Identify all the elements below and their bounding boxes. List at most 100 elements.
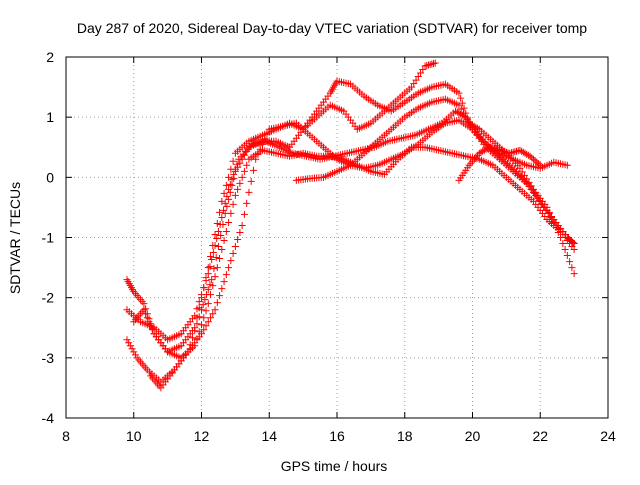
data-point [214, 227, 222, 235]
data-point [421, 62, 429, 70]
data-point [229, 200, 237, 208]
data-point [207, 291, 215, 299]
data-point [216, 292, 224, 300]
data-point [249, 166, 257, 174]
data-point [200, 314, 208, 322]
x-tick-label: 14 [261, 428, 277, 444]
data-point [140, 300, 148, 308]
data-point [211, 306, 219, 314]
data-point [213, 299, 221, 307]
series-track-7 [455, 143, 544, 184]
y-tick-label: -4 [42, 410, 55, 426]
data-point [234, 236, 242, 244]
data-point [455, 101, 463, 109]
data-point [236, 228, 244, 236]
x-tick-label: 20 [465, 428, 481, 444]
data-point [222, 227, 230, 235]
data-point [410, 80, 418, 88]
y-tick-label: 1 [46, 109, 54, 125]
data-point [563, 252, 571, 260]
data-point [501, 148, 509, 156]
data-point [225, 185, 233, 193]
data-point [240, 167, 248, 175]
data-point [218, 285, 226, 293]
data-point [193, 320, 201, 328]
data-point [507, 149, 515, 157]
x-tick-label: 22 [532, 428, 548, 444]
data-point [188, 334, 196, 342]
data-point [218, 213, 226, 221]
data-point [198, 330, 205, 338]
data-point [201, 296, 209, 304]
y-tick-label: 2 [46, 49, 54, 65]
series-track-6 [292, 95, 578, 248]
data-point [223, 202, 231, 210]
data-point [516, 164, 524, 172]
data-point [227, 209, 235, 217]
data-point [198, 291, 205, 299]
data-point [198, 321, 205, 329]
y-tick-label: -2 [42, 290, 55, 306]
data-point [412, 76, 420, 84]
data-point [408, 83, 416, 91]
data-point [198, 306, 205, 314]
data-point [238, 173, 246, 181]
data-point [204, 286, 212, 294]
data-point [252, 155, 260, 163]
data-point [202, 277, 210, 285]
data-point [128, 345, 136, 353]
data-point [417, 69, 425, 77]
data-point [569, 239, 577, 247]
data-point [202, 322, 210, 330]
data-point [211, 242, 219, 250]
data-point [426, 61, 434, 69]
data-point [511, 148, 519, 156]
data-point [218, 246, 226, 254]
data-point [487, 144, 495, 152]
data-point [568, 264, 576, 272]
data-point [217, 231, 225, 239]
data-point [226, 180, 234, 188]
data-point [209, 249, 217, 257]
data-point [143, 314, 151, 322]
data-point [200, 326, 208, 334]
data-point [208, 276, 216, 284]
data-point [216, 255, 224, 263]
data-point [559, 240, 567, 248]
data-point [147, 322, 155, 330]
data-points [123, 59, 578, 392]
data-point [528, 154, 536, 162]
data-point [457, 94, 465, 102]
data-point [535, 160, 543, 168]
data-point [460, 112, 468, 120]
data-point [485, 143, 493, 151]
x-tick-label: 24 [600, 428, 616, 444]
data-point [236, 179, 244, 187]
data-point [570, 246, 578, 254]
data-point [459, 109, 467, 117]
data-point [220, 237, 228, 245]
data-point [231, 243, 239, 251]
chart-title: Day 287 of 2020, Sidereal Day-to-day VTE… [77, 20, 587, 36]
data-point [210, 265, 218, 273]
series-track-3 [123, 107, 578, 344]
data-point [428, 60, 436, 68]
data-point [430, 60, 438, 68]
x-tick-label: 8 [62, 428, 70, 444]
data-point [502, 148, 510, 156]
data-point [455, 89, 463, 97]
axis-ticks [65, 56, 609, 419]
data-point [213, 264, 221, 272]
data-point [474, 124, 482, 132]
y-tick-label: -3 [42, 350, 55, 366]
data-point [497, 147, 505, 155]
data-point [216, 208, 224, 216]
data-point [204, 300, 212, 308]
x-tick-label: 18 [397, 428, 413, 444]
data-point [126, 342, 134, 350]
data-point [125, 339, 133, 347]
data-point [225, 218, 233, 226]
data-point [243, 199, 251, 207]
data-point [207, 253, 215, 261]
data-point [243, 161, 251, 169]
